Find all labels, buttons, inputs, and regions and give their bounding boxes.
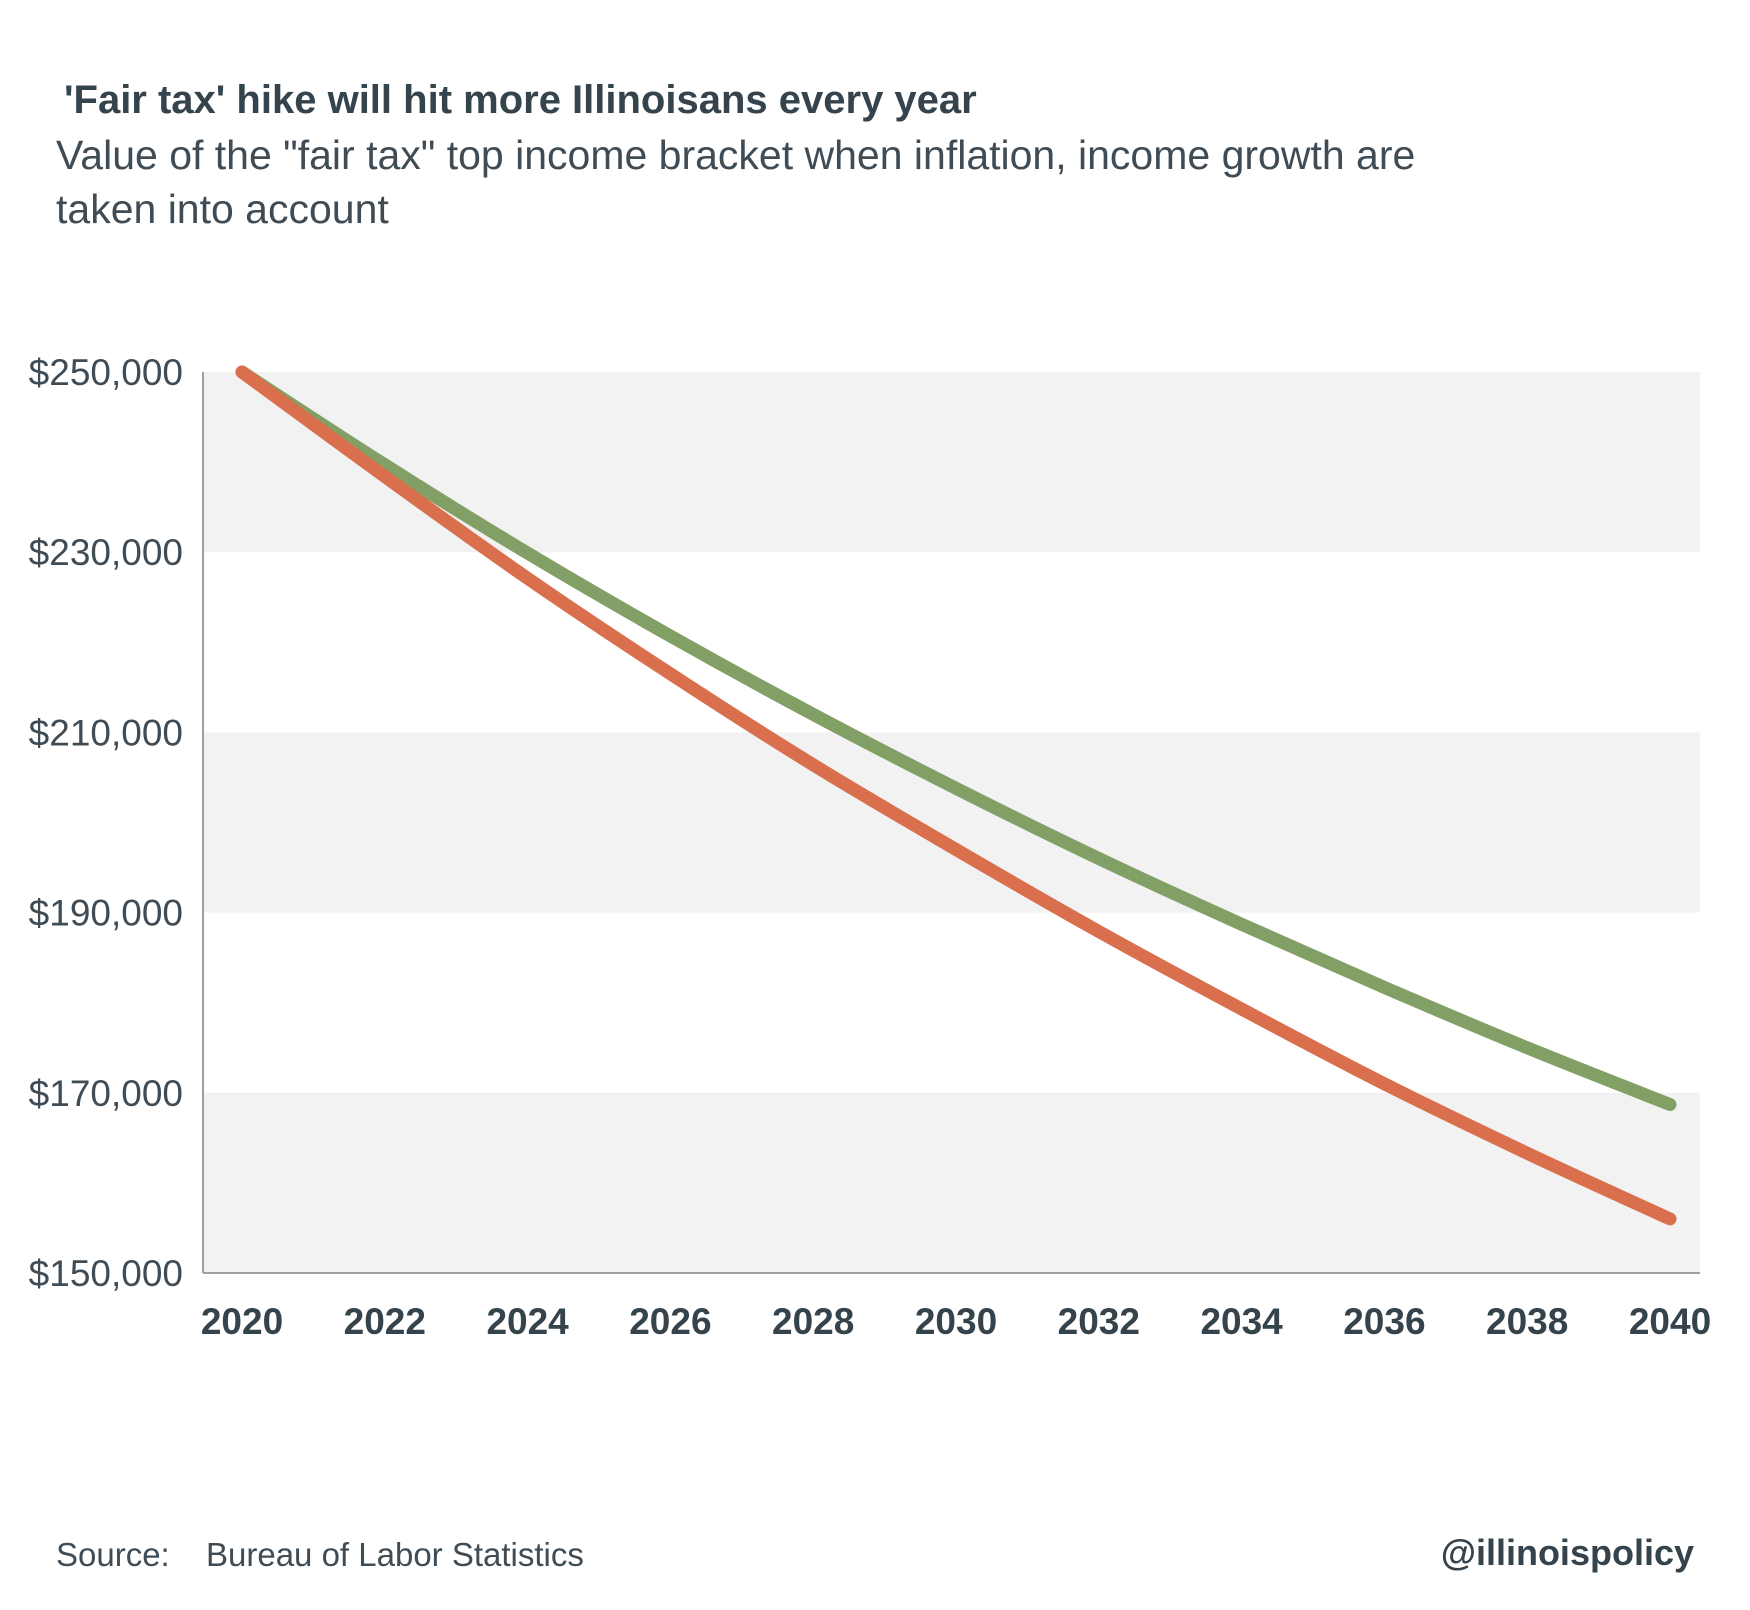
- x-tick-label: 2030: [915, 1301, 997, 1342]
- chart-subtitle: Value of the "fair tax" top income brack…: [56, 132, 1416, 232]
- x-tick-label: 2020: [201, 1301, 283, 1342]
- chart-axes: [202, 372, 1700, 1274]
- y-tick-label: $190,000: [29, 893, 183, 934]
- x-tick-label: 2040: [1629, 1301, 1711, 1342]
- x-tick-label: 2032: [1058, 1301, 1140, 1342]
- x-tick-label: 2026: [629, 1301, 711, 1342]
- x-tick-label: 2038: [1486, 1301, 1568, 1342]
- line-chart: $150,000 $170,000 $190,000 $210,000 $230,000…: [29, 352, 1711, 1342]
- x-tick-label: 2022: [344, 1301, 426, 1342]
- y-tick-labels: $150,000 $170,000 $190,000 $210,000 $230,000…: [29, 352, 183, 1294]
- background-band: [203, 1092, 1700, 1273]
- source-text: Bureau of Labor Statistics: [206, 1536, 584, 1573]
- y-tick-label: $150,000: [29, 1253, 183, 1294]
- social-handle: @illinoispolicy: [1440, 1532, 1694, 1573]
- y-tick-label: $230,000: [29, 532, 183, 573]
- y-tick-label: $210,000: [29, 712, 183, 753]
- source-label: Source:: [56, 1536, 170, 1573]
- y-tick-label: $250,000: [29, 352, 183, 393]
- background-band: [203, 732, 1700, 913]
- x-tick-label: 2036: [1343, 1301, 1425, 1342]
- x-tick-label: 2034: [1200, 1301, 1283, 1342]
- x-tick-label: 2024: [486, 1301, 569, 1342]
- series-lines: [235, 365, 1677, 1226]
- series-line-green: [235, 365, 1677, 1111]
- x-tick-label: 2028: [772, 1301, 854, 1342]
- x-tick-labels: 2020 2022 2024 2026 2028 2030 2032 2034 2036 2038…: [201, 1301, 1711, 1342]
- chart-title: 'Fair tax' hike will hit more Illinoisan…: [64, 78, 977, 122]
- y-tick-label: $170,000: [29, 1073, 183, 1114]
- series-line-orange: [235, 365, 1677, 1226]
- background-band: [203, 372, 1700, 553]
